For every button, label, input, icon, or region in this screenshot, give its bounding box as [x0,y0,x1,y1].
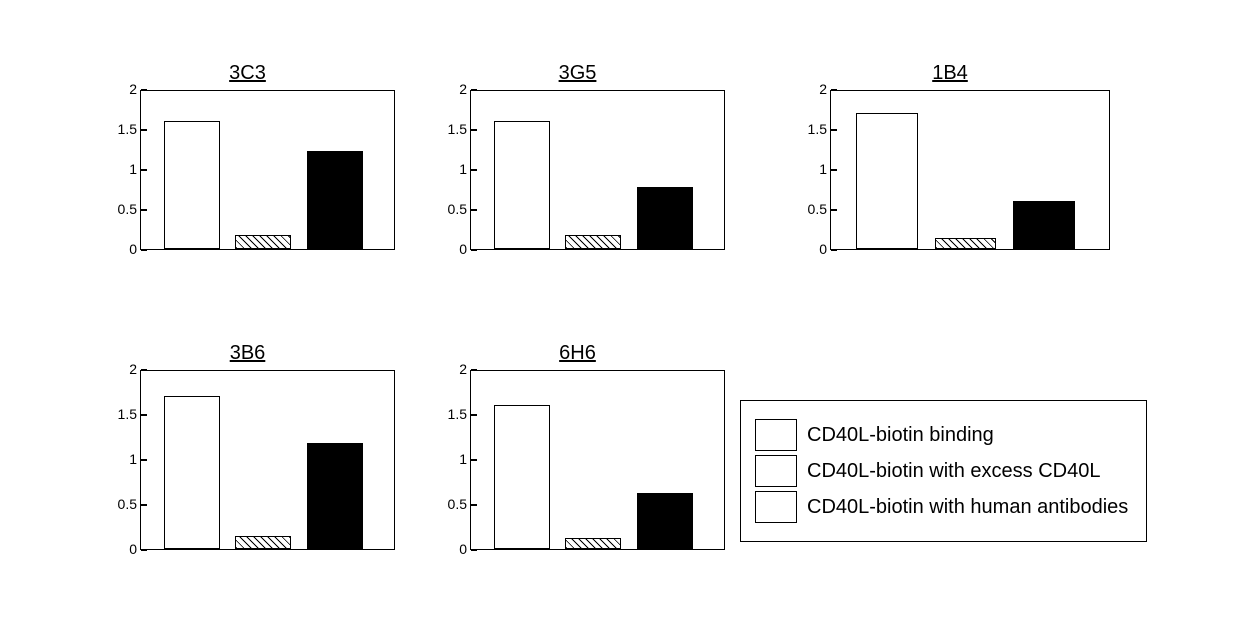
ytick-label: 1 [819,161,831,177]
plot-area: 00.511.52 [830,90,1110,250]
ytick-label: 0 [459,241,471,257]
ytick-label: 0 [459,541,471,557]
bar-hatch [235,536,291,549]
bar-black [637,187,693,249]
ytick-label: 2 [819,81,831,97]
panel-title: 6H6 [430,342,725,365]
ytick-label: 2 [459,81,471,97]
bar-hatch [235,235,291,249]
bar-black [307,151,363,249]
plot-area: 00.511.52 [470,370,725,550]
ytick-label: 0 [129,241,141,257]
ytick-label: 2 [459,361,471,377]
plot-area: 00.511.52 [140,370,395,550]
bar-white [494,405,550,549]
panel-title: 1B4 [790,62,1110,85]
chart-panel: 6H6 00.511.52 [430,370,725,550]
bar-white [164,396,220,549]
ytick-label: 2 [129,81,141,97]
ytick-label: 0.5 [118,201,141,217]
ytick-label: 1.5 [118,121,141,137]
ytick-label: 1 [129,451,141,467]
ytick-label: 1.5 [118,406,141,422]
legend-label: CD40L-biotin with human antibodies [807,496,1128,519]
ytick-label: 0.5 [118,496,141,512]
chart-panel: 3B6 00.511.52 [100,370,395,550]
ytick-label: 0.5 [808,201,831,217]
legend-item: CD40L-biotin with excess CD40L [755,455,1128,487]
bar-black [637,493,693,549]
bar-black [307,443,363,549]
legend-item: CD40L-biotin with human antibodies [755,491,1128,523]
plot-area: 00.511.52 [470,90,725,250]
bar-white [164,121,220,249]
ytick-label: 1 [459,451,471,467]
chart-panel: 3C3 00.511.52 [100,90,395,250]
bar-hatch [935,238,997,249]
bar-black [1013,201,1075,249]
legend-label: CD40L-biotin with excess CD40L [807,460,1100,483]
ytick-label: 1 [129,161,141,177]
ytick-label: 0.5 [448,496,471,512]
bar-white [494,121,550,249]
chart-panel: 3G5 00.511.52 [430,90,725,250]
panel-title: 3G5 [430,62,725,85]
legend-swatch-hatch [755,455,797,487]
ytick-label: 0 [819,241,831,257]
plot-area: 00.511.52 [140,90,395,250]
chart-panel: 1B4 00.511.52 [790,90,1110,250]
legend: CD40L-biotin binding CD40L-biotin with e… [740,400,1147,542]
ytick-label: 0 [129,541,141,557]
bar-white [856,113,918,249]
legend-label: CD40L-biotin binding [807,424,994,447]
ytick-label: 1 [459,161,471,177]
panel-title: 3C3 [100,62,395,85]
ytick-label: 1.5 [808,121,831,137]
panel-title: 3B6 [100,342,395,365]
bar-hatch [565,235,621,249]
legend-swatch-white [755,419,797,451]
legend-swatch-black [755,491,797,523]
ytick-label: 1.5 [448,406,471,422]
legend-item: CD40L-biotin binding [755,419,1128,451]
bar-hatch [565,538,621,549]
ytick-label: 1.5 [448,121,471,137]
ytick-label: 0.5 [448,201,471,217]
ytick-label: 2 [129,361,141,377]
